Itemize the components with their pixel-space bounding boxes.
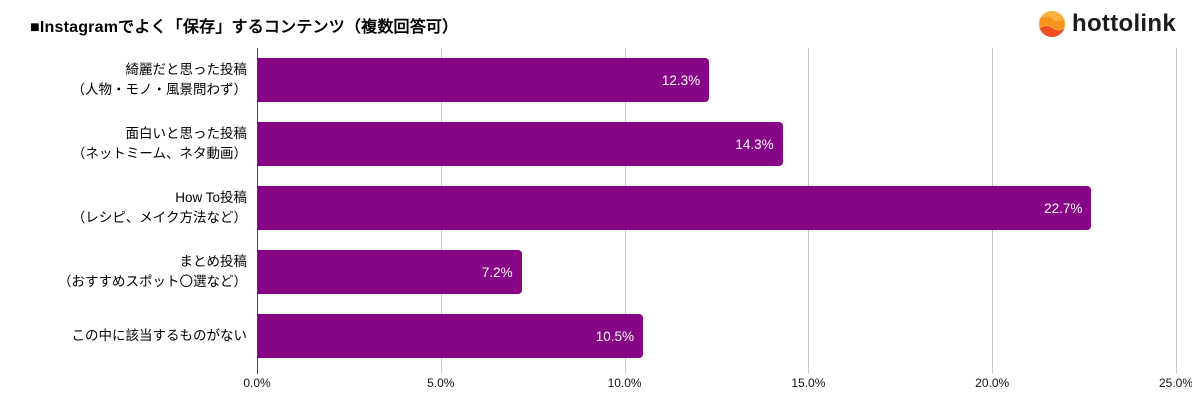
bar: 7.2%: [257, 250, 522, 294]
bar-value-label: 22.7%: [1044, 200, 1083, 216]
bar-row: 14.3%: [257, 112, 1176, 176]
plot-area: 12.3% 14.3% 22.7% 7.2% 10.5%: [257, 48, 1177, 374]
category-label-line: （ネットミーム、ネタ動画）: [71, 146, 247, 161]
category-label-line: （レシピ、メイク方法など）: [71, 210, 247, 225]
x-tick-label: 0.0%: [243, 376, 271, 390]
bar: 22.7%: [257, 186, 1092, 230]
bar: 10.5%: [257, 314, 643, 358]
category-label: まとめ投稿 （おすすめスポット〇選など）: [0, 240, 247, 304]
x-tick-label: 25.0%: [1158, 376, 1192, 390]
bar: 14.3%: [257, 122, 783, 166]
bar-row: 12.3%: [257, 48, 1176, 112]
category-label-line: この中に該当するものがない: [71, 328, 248, 343]
hottolink-logo-text: hottolink: [1071, 10, 1176, 37]
bar-row: 22.7%: [257, 176, 1176, 240]
category-axis: 綺麗だと思った投稿 （人物・モノ・風景問わず） 面白いと思った投稿 （ネットミーム、ネ…: [0, 48, 247, 368]
category-label-line: （おすすめスポット〇選など）: [58, 274, 247, 289]
hottolink-logo-icon: [1038, 11, 1065, 37]
bar-value-label: 14.3%: [735, 136, 774, 152]
category-label-line: 面白いと思った投稿: [125, 126, 248, 141]
category-label: この中に該当するものがない: [0, 304, 248, 368]
bar-value-label: 7.2%: [481, 264, 513, 280]
category-label: 綺麗だと思った投稿 （人物・モノ・風景問わず）: [0, 48, 248, 112]
bar-value-label: 12.3%: [661, 72, 701, 88]
category-label-line: まとめ投稿: [179, 254, 248, 269]
hottolink-logo: hottolink: [1038, 10, 1176, 38]
bar-row: 7.2%: [257, 240, 1176, 304]
bar-value-label: 10.5%: [595, 328, 634, 344]
bar: 12.3%: [257, 58, 710, 102]
page-title: ■Instagramでよく「保存」するコンテンツ（複数回答可）: [30, 19, 459, 36]
category-label: 面白いと思った投稿 （ネットミーム、ネタ動画）: [0, 112, 247, 176]
x-tick-label: 5.0%: [427, 376, 455, 390]
bar-row: 10.5%: [257, 304, 1176, 368]
category-label-line: 綺麗だと思った投稿: [125, 62, 248, 77]
gridline: [1176, 48, 1177, 374]
category-label-line: How To投稿: [175, 190, 247, 205]
x-tick-label: 10.0%: [607, 376, 642, 390]
category-label: How To投稿 （レシピ、メイク方法など）: [0, 176, 247, 240]
category-label-line: （人物・モノ・風景問わず）: [71, 82, 248, 97]
x-tick-label: 15.0%: [791, 376, 826, 390]
x-tick-label: 20.0%: [975, 376, 1010, 390]
